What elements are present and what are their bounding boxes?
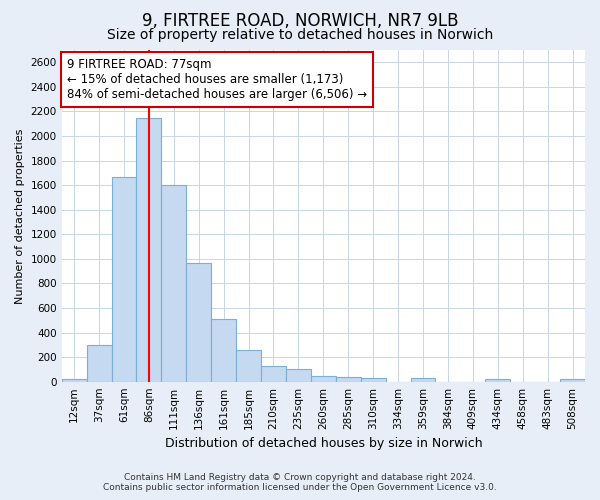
- Bar: [161, 185, 186, 382]
- Bar: [485, 379, 510, 382]
- Bar: [410, 378, 436, 382]
- Bar: [311, 376, 336, 382]
- Text: 9, FIRTREE ROAD, NORWICH, NR7 9LB: 9, FIRTREE ROAD, NORWICH, NR7 9LB: [142, 12, 458, 30]
- X-axis label: Distribution of detached houses by size in Norwich: Distribution of detached houses by size …: [164, 437, 482, 450]
- Bar: [186, 262, 211, 382]
- Y-axis label: Number of detached properties: Number of detached properties: [15, 128, 25, 304]
- Bar: [86, 345, 112, 382]
- Text: 9 FIRTREE ROAD: 77sqm
← 15% of detached houses are smaller (1,173)
84% of semi-d: 9 FIRTREE ROAD: 77sqm ← 15% of detached …: [67, 58, 367, 102]
- Bar: [361, 378, 386, 382]
- Bar: [286, 370, 311, 382]
- Bar: [336, 377, 361, 382]
- Bar: [211, 319, 236, 382]
- Bar: [261, 366, 286, 382]
- Bar: [236, 350, 261, 382]
- Bar: [112, 176, 136, 382]
- Bar: [62, 378, 86, 382]
- Text: Size of property relative to detached houses in Norwich: Size of property relative to detached ho…: [107, 28, 493, 42]
- Bar: [560, 379, 585, 382]
- Bar: [136, 118, 161, 382]
- Text: Contains HM Land Registry data © Crown copyright and database right 2024.
Contai: Contains HM Land Registry data © Crown c…: [103, 473, 497, 492]
